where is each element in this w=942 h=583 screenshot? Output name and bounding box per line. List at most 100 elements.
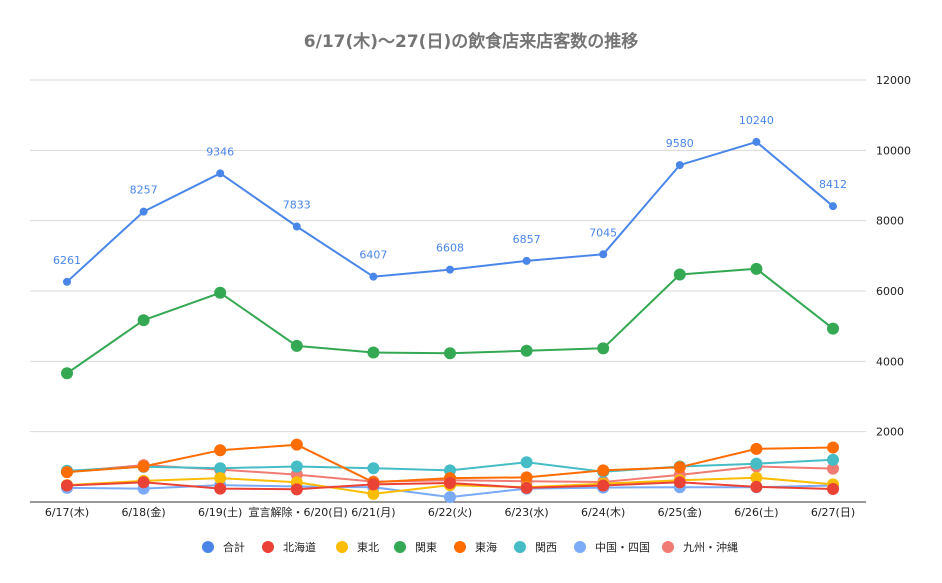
legend-label: 北海道 bbox=[283, 540, 316, 554]
x-tick-label: 6/24(木) bbox=[581, 506, 625, 519]
data-point bbox=[137, 476, 150, 489]
legend-marker bbox=[262, 541, 274, 553]
data-point bbox=[137, 460, 150, 473]
data-point bbox=[520, 344, 533, 357]
x-tick-label: 6/18(金) bbox=[121, 505, 165, 519]
data-point bbox=[827, 482, 839, 495]
data-point bbox=[61, 479, 73, 492]
data-point bbox=[827, 453, 839, 466]
data-point bbox=[290, 483, 303, 496]
data-point bbox=[673, 476, 686, 489]
data-point bbox=[444, 477, 456, 490]
data-label: 9580 bbox=[666, 137, 694, 150]
data-point bbox=[214, 482, 227, 495]
data-point bbox=[214, 472, 227, 485]
data-point bbox=[369, 272, 378, 281]
data-label: 8257 bbox=[130, 184, 158, 197]
y-tick-label: 4000 bbox=[876, 355, 904, 368]
data-point bbox=[290, 339, 303, 352]
data-point bbox=[827, 462, 839, 475]
data-point bbox=[367, 487, 380, 500]
x-tick-label: 6/25(金) bbox=[658, 505, 702, 519]
legend-label: 東北 bbox=[357, 541, 379, 554]
data-label: 6261 bbox=[53, 254, 81, 267]
data-point bbox=[61, 466, 73, 479]
data-point bbox=[63, 277, 71, 286]
legend-label: 合計 bbox=[223, 540, 245, 554]
data-label: 9346 bbox=[206, 145, 234, 158]
data-point bbox=[750, 457, 763, 470]
data-point bbox=[520, 471, 533, 484]
data-label: 7833 bbox=[283, 199, 311, 212]
y-tick-label: 10000 bbox=[876, 144, 911, 157]
data-point bbox=[290, 438, 303, 451]
data-label: 6608 bbox=[436, 242, 464, 255]
data-point bbox=[750, 442, 763, 455]
legend-marker bbox=[662, 541, 674, 553]
x-tick-label: 6/22(火) bbox=[428, 506, 472, 519]
data-point bbox=[292, 222, 301, 231]
data-point bbox=[520, 456, 533, 469]
x-tick-label: 6/19(土) bbox=[198, 506, 242, 519]
data-point bbox=[673, 268, 686, 281]
data-point bbox=[750, 262, 763, 275]
data-label: 10240 bbox=[739, 114, 774, 127]
legend-marker bbox=[454, 541, 466, 553]
data-label: 8412 bbox=[819, 178, 847, 191]
data-point bbox=[750, 471, 763, 484]
legend-marker bbox=[202, 541, 214, 553]
y-tick-label: 2000 bbox=[876, 426, 904, 439]
legend-label: 東海 bbox=[475, 540, 497, 554]
data-point bbox=[61, 367, 73, 380]
data-label: 6407 bbox=[359, 249, 387, 262]
x-tick-label: 宣言解除・6/20(日) bbox=[249, 505, 348, 519]
legend-marker bbox=[574, 541, 586, 553]
legend-label: 中国・四国 bbox=[595, 541, 650, 554]
data-point bbox=[214, 462, 227, 475]
y-tick-label: 8000 bbox=[876, 215, 904, 228]
legend-marker bbox=[394, 541, 406, 553]
data-point bbox=[522, 256, 531, 265]
data-label: 7045 bbox=[589, 226, 617, 239]
data-point bbox=[367, 462, 380, 475]
legend-marker bbox=[336, 541, 348, 553]
data-point bbox=[673, 461, 686, 474]
y-tick-label: 6000 bbox=[876, 285, 904, 298]
legend-marker bbox=[514, 541, 526, 553]
chart-title: 6/17(木)〜27(日)の飲食店来店客数の推移 bbox=[304, 31, 638, 52]
data-point bbox=[827, 322, 839, 335]
data-point bbox=[599, 250, 608, 259]
data-point bbox=[444, 347, 456, 360]
x-tick-label: 6/26(土) bbox=[734, 506, 778, 519]
legend-label: 九州・沖縄 bbox=[683, 540, 738, 554]
legend-label: 関西 bbox=[535, 541, 557, 554]
data-point bbox=[290, 460, 303, 473]
data-point bbox=[214, 286, 227, 299]
data-point bbox=[827, 441, 839, 454]
data-point bbox=[444, 491, 456, 504]
x-tick-label: 6/17(木) bbox=[45, 506, 89, 519]
data-point bbox=[214, 444, 227, 457]
series-line-0 bbox=[66, 140, 834, 283]
data-point bbox=[597, 479, 610, 492]
x-tick-label: 6/21(月) bbox=[351, 506, 395, 519]
data-point bbox=[597, 342, 610, 355]
legend-label: 関東 bbox=[415, 541, 437, 554]
data-label: 6857 bbox=[513, 233, 541, 246]
x-tick-label: 6/23(水) bbox=[504, 506, 548, 519]
data-point bbox=[139, 207, 148, 216]
data-point bbox=[597, 464, 610, 477]
data-point bbox=[829, 202, 837, 211]
data-point bbox=[520, 481, 533, 494]
data-point bbox=[367, 346, 380, 359]
data-point bbox=[367, 478, 380, 491]
data-point bbox=[752, 137, 761, 146]
data-point bbox=[750, 480, 763, 493]
data-point bbox=[137, 314, 150, 327]
data-point bbox=[675, 161, 684, 170]
x-tick-label: 6/27(日) bbox=[811, 506, 855, 519]
data-point bbox=[446, 265, 454, 274]
data-point bbox=[216, 169, 225, 178]
y-tick-label: 12000 bbox=[876, 74, 911, 87]
